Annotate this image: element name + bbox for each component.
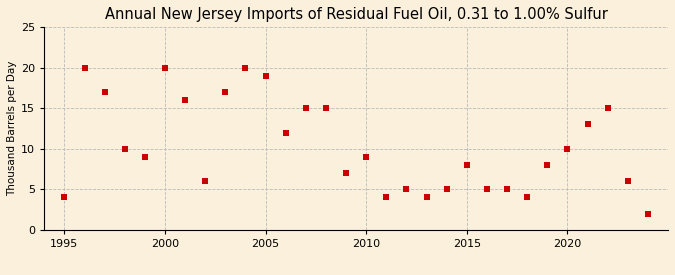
Point xyxy=(643,211,653,216)
Point xyxy=(220,90,231,94)
Point xyxy=(260,74,271,78)
Point xyxy=(441,187,452,191)
Title: Annual New Jersey Imports of Residual Fuel Oil, 0.31 to 1.00% Sulfur: Annual New Jersey Imports of Residual Fu… xyxy=(105,7,608,22)
Point xyxy=(159,65,170,70)
Point xyxy=(522,195,533,200)
Point xyxy=(180,98,190,102)
Point xyxy=(280,130,291,135)
Point xyxy=(361,155,372,159)
Point xyxy=(300,106,311,111)
Point xyxy=(481,187,492,191)
Point xyxy=(421,195,432,200)
Point xyxy=(140,155,151,159)
Point xyxy=(240,65,251,70)
Point xyxy=(381,195,392,200)
Point xyxy=(602,106,613,111)
Point xyxy=(502,187,512,191)
Y-axis label: Thousand Barrels per Day: Thousand Barrels per Day xyxy=(7,61,17,196)
Point xyxy=(79,65,90,70)
Point xyxy=(59,195,70,200)
Point xyxy=(99,90,110,94)
Point xyxy=(462,163,472,167)
Point xyxy=(562,147,573,151)
Point xyxy=(119,147,130,151)
Point xyxy=(341,171,352,175)
Point xyxy=(200,179,211,183)
Point xyxy=(321,106,331,111)
Point xyxy=(401,187,412,191)
Point xyxy=(622,179,633,183)
Point xyxy=(582,122,593,127)
Point xyxy=(542,163,553,167)
